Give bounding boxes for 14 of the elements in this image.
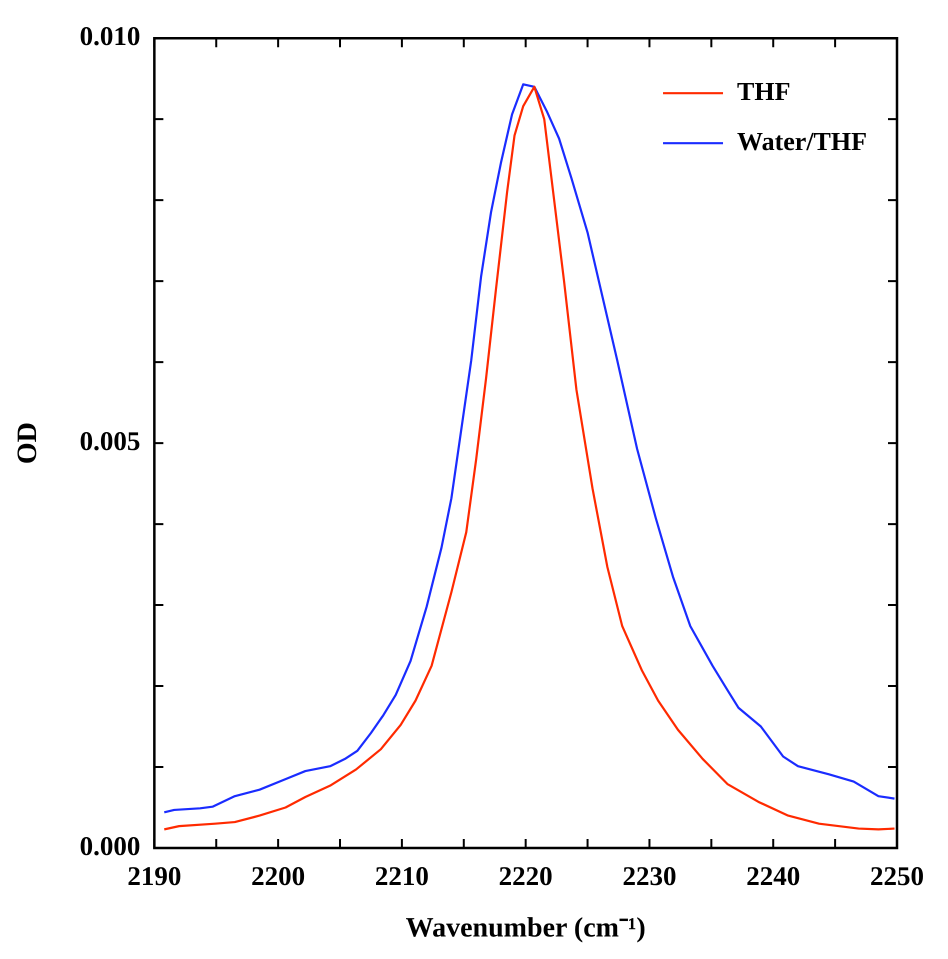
y-tick-label: 0.005 [80, 426, 140, 456]
y-tick-label: 0.010 [80, 21, 140, 52]
legend-label: THF [737, 76, 790, 106]
x-tick-label: 2210 [374, 861, 429, 892]
x-tick-label: 2240 [746, 861, 800, 892]
x-axis-title: Wavenumber (cm⁻¹) [406, 912, 646, 944]
y-tick-label: 0.000 [80, 830, 140, 861]
legend-label: Water/THF [737, 126, 868, 156]
x-tick-label: 2220 [498, 861, 553, 892]
x-tick-label: 2190 [127, 861, 182, 892]
x-tick-label: 2250 [870, 861, 924, 892]
x-tick-label: 2200 [251, 861, 306, 892]
x-tick-label: 2230 [622, 861, 676, 892]
y-axis-title: OD [12, 422, 44, 464]
